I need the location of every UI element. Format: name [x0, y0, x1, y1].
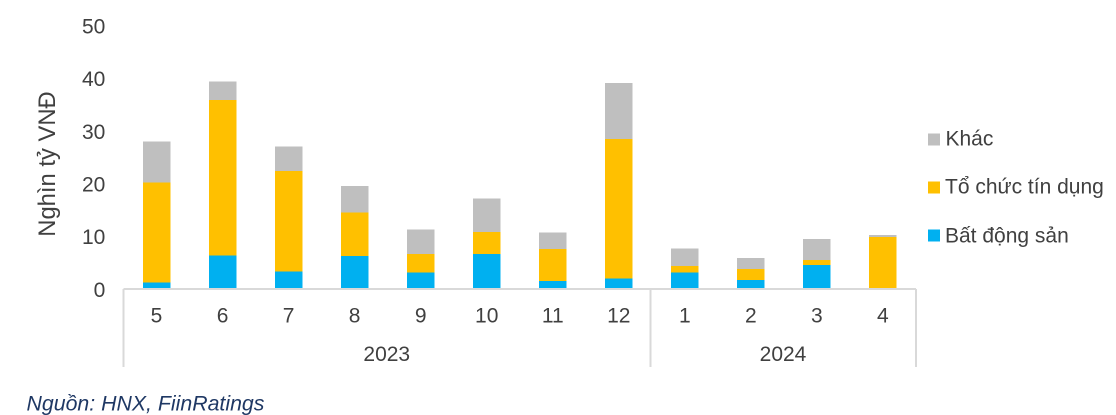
svg-text:5: 5 [151, 305, 163, 328]
svg-text:40: 40 [82, 68, 105, 91]
svg-text:Khác: Khác [946, 128, 994, 151]
svg-text:1: 1 [679, 305, 691, 328]
svg-text:10: 10 [475, 305, 498, 328]
svg-text:Nguồn: HNX, FiinRatings: Nguồn: HNX, FiinRatings [27, 392, 265, 415]
svg-text:10: 10 [82, 226, 105, 249]
svg-text:7: 7 [283, 305, 295, 328]
svg-text:9: 9 [415, 305, 427, 328]
svg-text:0: 0 [94, 279, 106, 302]
svg-text:3: 3 [811, 305, 823, 328]
svg-text:4: 4 [877, 305, 889, 328]
svg-text:8: 8 [349, 305, 361, 328]
svg-text:2023: 2023 [363, 343, 410, 366]
svg-text:20: 20 [82, 174, 105, 197]
svg-text:2: 2 [745, 305, 757, 328]
svg-text:Tổ chức tín dụng: Tổ chức tín dụng [945, 176, 1104, 199]
svg-text:11: 11 [542, 305, 564, 328]
svg-text:12: 12 [607, 305, 630, 328]
svg-text:Nghìn tỷ VNĐ: Nghìn tỷ VNĐ [34, 91, 61, 236]
svg-text:6: 6 [217, 305, 229, 328]
svg-text:Bất động sản: Bất động sản [945, 225, 1069, 248]
svg-text:30: 30 [82, 121, 105, 144]
svg-text:2024: 2024 [760, 343, 807, 366]
svg-text:50: 50 [82, 16, 105, 39]
